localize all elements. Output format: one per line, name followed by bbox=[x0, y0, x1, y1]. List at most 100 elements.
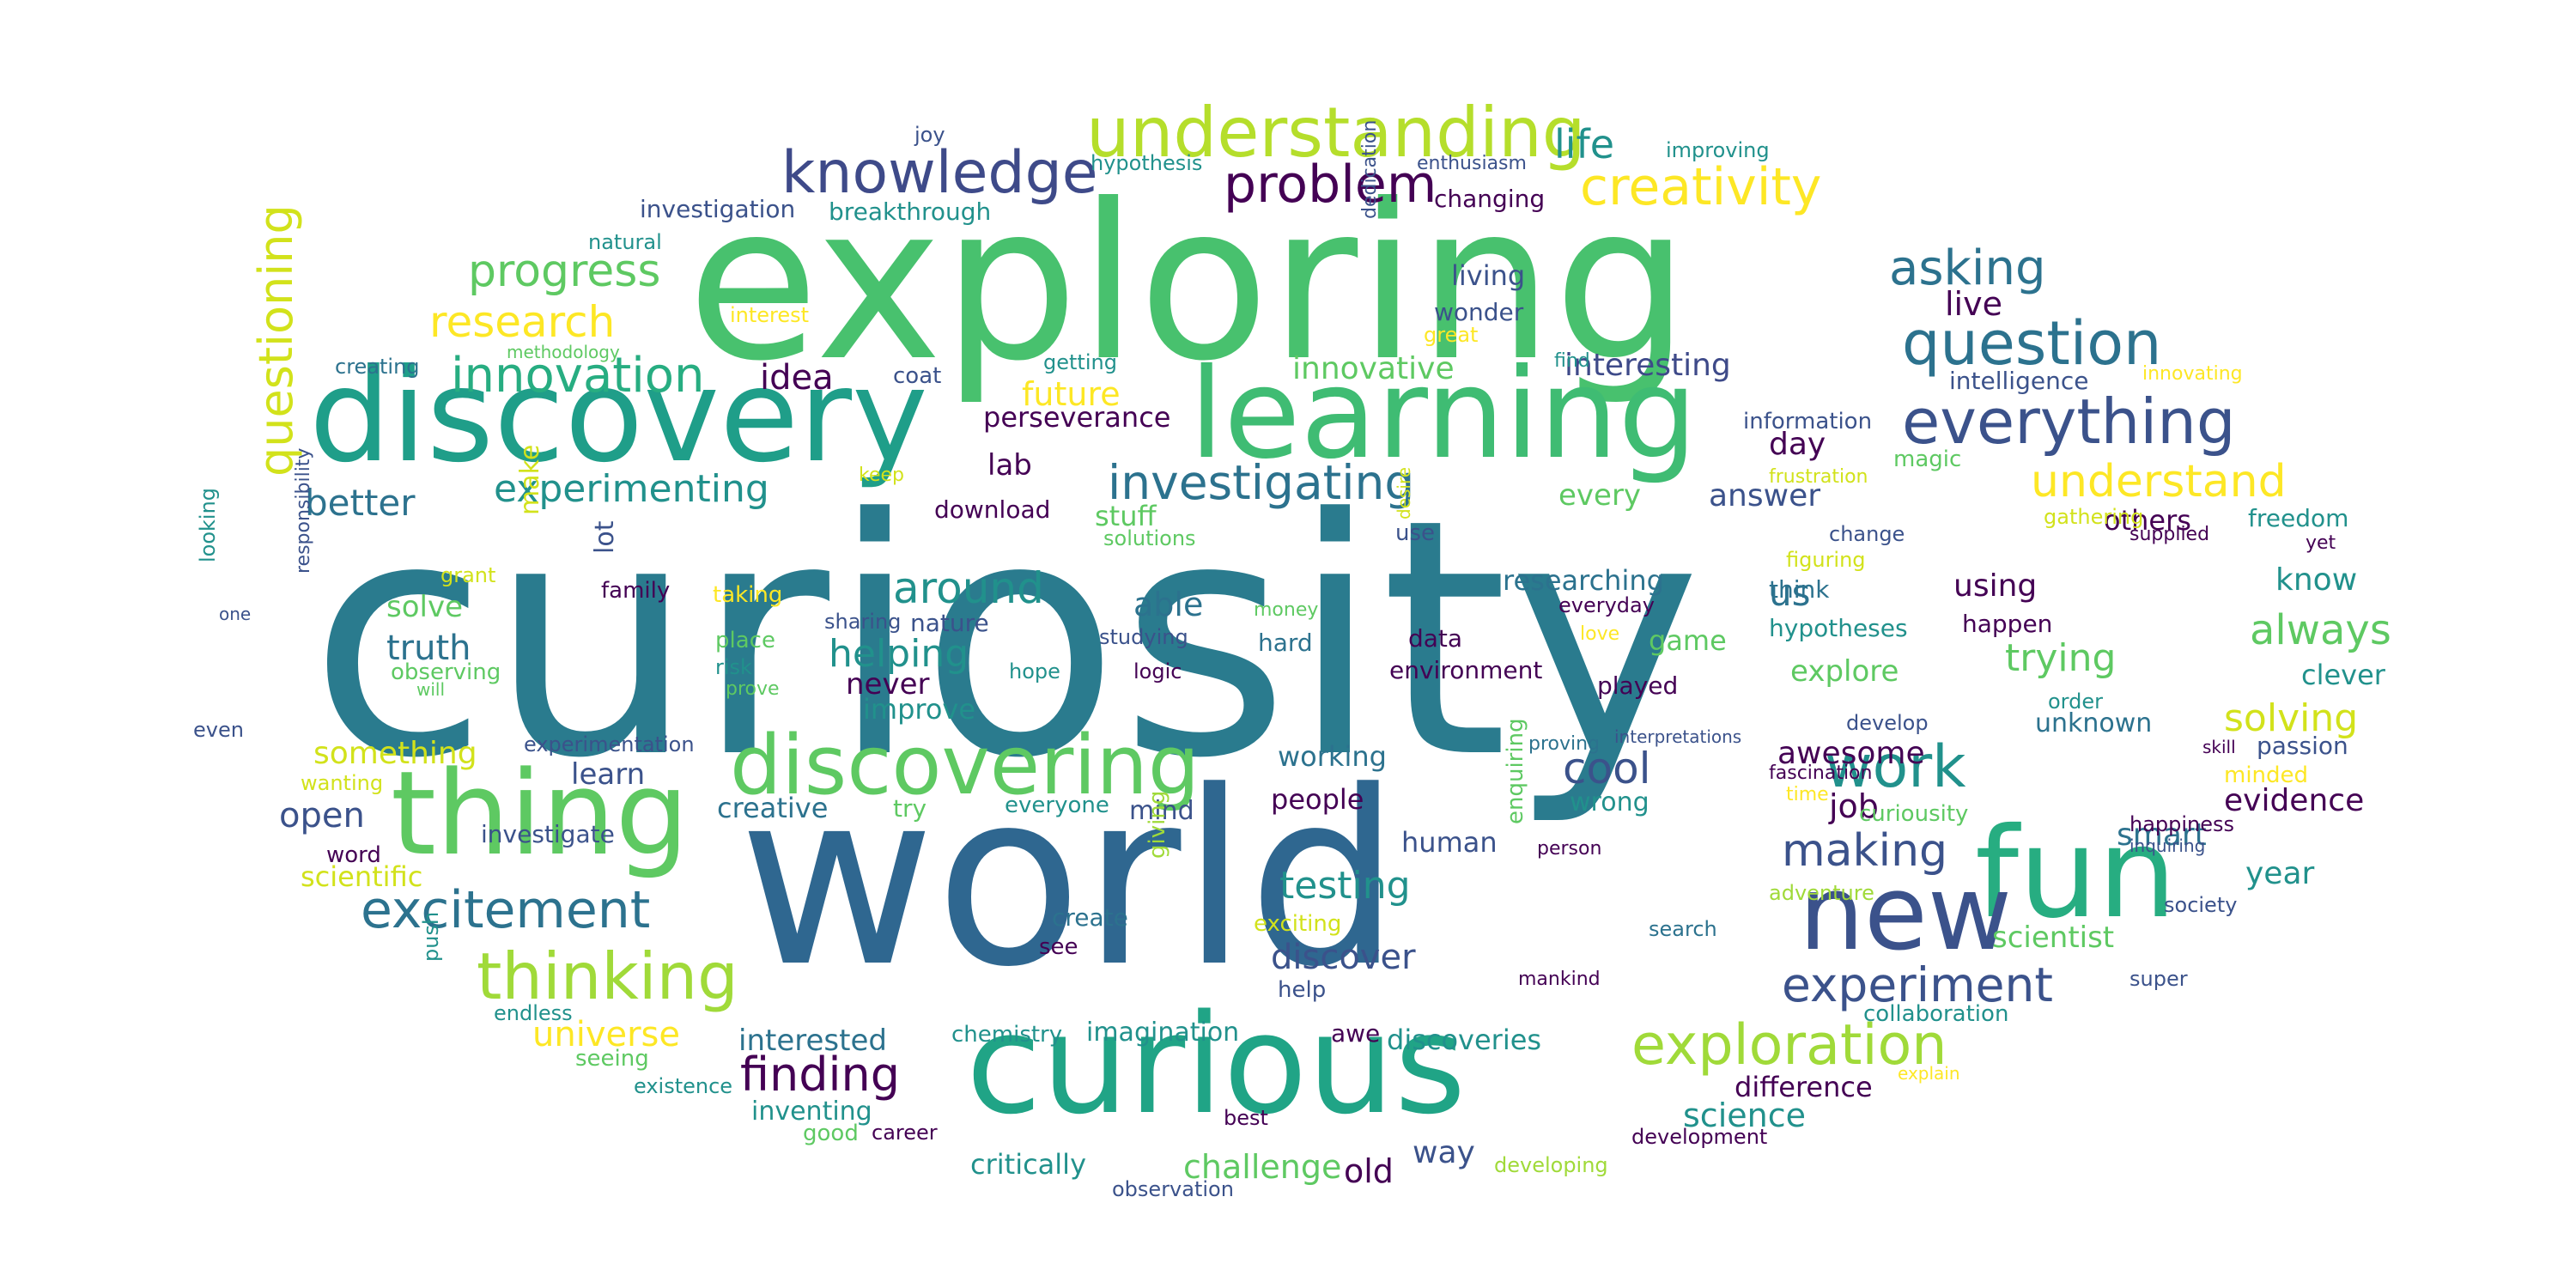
cloud-word-135: chemistry bbox=[951, 1022, 1063, 1048]
cloud-word-145: logic bbox=[1133, 659, 1182, 683]
cloud-word-19: exploration bbox=[1631, 1013, 1947, 1078]
cloud-word-119: proving bbox=[1528, 733, 1601, 755]
cloud-word-128: development bbox=[1631, 1125, 1768, 1149]
cloud-word-65: creative bbox=[717, 792, 829, 824]
cloud-word-131: observation bbox=[1112, 1177, 1234, 1201]
cloud-word-97: think bbox=[1769, 575, 1830, 604]
cloud-word-87: played bbox=[1597, 671, 1679, 700]
cloud-word-36: innovative bbox=[1292, 351, 1455, 386]
cloud-word-92: freedom bbox=[2248, 504, 2349, 532]
cloud-word-175: even bbox=[193, 718, 244, 742]
cloud-word-51: us bbox=[1769, 572, 1811, 614]
cloud-word-169: family bbox=[601, 578, 671, 604]
cloud-word-190: joy bbox=[914, 123, 945, 147]
cloud-word-154: download bbox=[934, 495, 1051, 524]
cloud-word-125: super bbox=[2129, 967, 2188, 991]
cloud-word-178: seeing bbox=[575, 1046, 649, 1072]
cloud-word-138: see bbox=[1039, 934, 1078, 960]
cloud-word-71: scientist bbox=[1992, 920, 2115, 955]
cloud-word-167: make bbox=[515, 444, 545, 515]
cloud-word-13: everything bbox=[1902, 386, 2236, 458]
cloud-word-115: time bbox=[1786, 784, 1829, 805]
cloud-word-199: innovating bbox=[2142, 363, 2243, 385]
cloud-word-18: excitement bbox=[361, 880, 651, 940]
cloud-word-22: research bbox=[429, 297, 616, 347]
cloud-word-130: best bbox=[1224, 1106, 1268, 1130]
cloud-word-17: thinking bbox=[477, 939, 738, 1014]
cloud-word-44: trying bbox=[2005, 636, 2117, 680]
cloud-word-155: sharing bbox=[824, 610, 902, 634]
cloud-word-121: person bbox=[1537, 838, 1602, 860]
cloud-word-162: scientific bbox=[301, 860, 423, 893]
cloud-word-80: working bbox=[1278, 740, 1387, 773]
cloud-word-191: enthusiasm bbox=[1417, 153, 1527, 174]
cloud-word-16: creativity bbox=[1580, 157, 1822, 217]
cloud-word-83: mind bbox=[1129, 796, 1194, 826]
cloud-word-123: search bbox=[1649, 917, 1717, 941]
cloud-word-110: happiness bbox=[2129, 812, 2235, 836]
cloud-word-90: hard bbox=[1258, 629, 1313, 657]
cloud-word-98: change bbox=[1829, 522, 1905, 546]
cloud-word-171: grant bbox=[440, 563, 496, 587]
cloud-word-144: hope bbox=[1009, 659, 1060, 683]
cloud-word-157: place bbox=[715, 628, 775, 653]
cloud-word-46: discover bbox=[1271, 938, 1416, 977]
cloud-word-181: coat bbox=[893, 363, 942, 389]
cloud-word-166: will bbox=[416, 679, 446, 700]
cloud-word-84: wrong bbox=[1570, 787, 1649, 817]
cloud-word-184: methodology bbox=[507, 342, 620, 362]
cloud-word-104: gathering bbox=[2044, 505, 2144, 529]
cloud-word-93: clever bbox=[2301, 659, 2385, 691]
cloud-word-172: responsibility bbox=[293, 447, 314, 574]
cloud-word-2: exploring bbox=[687, 158, 1690, 408]
cloud-word-153: stuff bbox=[1095, 500, 1157, 532]
cloud-word-39: cool bbox=[1563, 744, 1651, 793]
cloud-word-106: yet bbox=[2306, 532, 2336, 554]
cloud-word-196: wonder bbox=[1434, 298, 1524, 326]
cloud-word-146: studying bbox=[1099, 625, 1188, 649]
cloud-word-150: use bbox=[1395, 520, 1436, 546]
cloud-word-140: exciting bbox=[1254, 911, 1342, 937]
cloud-word-108: skill bbox=[2202, 737, 2236, 757]
cloud-word-82: human bbox=[1401, 826, 1498, 859]
cloud-word-174: looking bbox=[196, 487, 220, 562]
cloud-word-12: question bbox=[1902, 308, 2162, 379]
cloud-word-198: find bbox=[1554, 350, 1590, 372]
cloud-word-127: explain bbox=[1898, 1063, 1960, 1084]
cloud-word-70: year bbox=[2245, 856, 2315, 891]
cloud-word-132: career bbox=[872, 1121, 938, 1145]
cloud-word-28: making bbox=[1782, 825, 1948, 877]
cloud-word-31: around bbox=[893, 563, 1044, 613]
cloud-word-158: risk bbox=[715, 655, 752, 679]
cloud-word-189: hypothesis bbox=[1091, 151, 1203, 175]
cloud-word-56: perseverance bbox=[983, 401, 1171, 434]
cloud-word-137: create bbox=[1052, 903, 1128, 932]
cloud-word-14: investigating bbox=[1108, 455, 1415, 510]
cloud-word-69: smart bbox=[2117, 817, 2207, 853]
cloud-word-95: hypotheses bbox=[1769, 614, 1908, 642]
cloud-word-8: new bbox=[1799, 854, 2013, 974]
cloud-word-187: investigation bbox=[640, 195, 796, 223]
cloud-word-86: explore bbox=[1790, 654, 1899, 689]
cloud-word-147: money bbox=[1254, 599, 1319, 621]
cloud-word-163: word bbox=[326, 842, 381, 868]
cloud-word-148: love bbox=[1580, 623, 1620, 645]
cloud-word-133: good bbox=[803, 1121, 859, 1146]
cloud-word-23: understand bbox=[2031, 456, 2287, 507]
cloud-word-165: observing bbox=[391, 659, 501, 685]
cloud-word-72: science bbox=[1683, 1097, 1806, 1134]
cloud-word-25: asking bbox=[1889, 240, 2046, 296]
cloud-word-139: giving bbox=[1145, 790, 1170, 859]
cloud-word-161: investigate bbox=[481, 820, 615, 848]
cloud-word-6: thing bbox=[391, 746, 690, 881]
cloud-word-78: imagination bbox=[1086, 1018, 1240, 1048]
cloud-word-96: happen bbox=[1962, 610, 2053, 638]
cloud-word-4: learning bbox=[1189, 342, 1698, 487]
cloud-word-183: creating bbox=[335, 355, 420, 379]
cloud-word-49: open bbox=[279, 796, 365, 835]
cloud-word-67: job bbox=[1829, 787, 1879, 825]
cloud-word-185: interest bbox=[730, 303, 810, 327]
cloud-word-186: natural bbox=[588, 230, 662, 254]
cloud-word-34: idea bbox=[760, 358, 834, 398]
cloud-word-10: understanding bbox=[1086, 93, 1586, 173]
